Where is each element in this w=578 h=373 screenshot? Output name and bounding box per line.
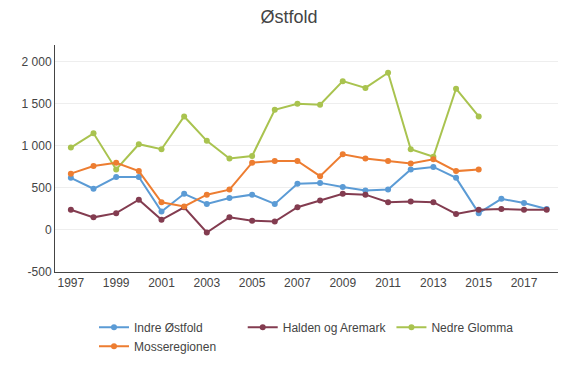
svg-text:2013: 2013 — [420, 276, 447, 290]
svg-text:Halden og Aremark: Halden og Aremark — [283, 321, 387, 335]
svg-text:2007: 2007 — [284, 276, 311, 290]
svg-text:1 500: 1 500 — [22, 97, 52, 111]
svg-text:Nedre Glomma: Nedre Glomma — [431, 321, 513, 335]
svg-text:2001: 2001 — [148, 276, 175, 290]
svg-text:2003: 2003 — [193, 276, 220, 290]
svg-text:Indre Østfold: Indre Østfold — [134, 321, 203, 335]
svg-text:2015: 2015 — [465, 276, 492, 290]
svg-text:2011: 2011 — [375, 276, 401, 290]
svg-text:2005: 2005 — [239, 276, 266, 290]
svg-text:2 000: 2 000 — [22, 55, 52, 69]
svg-text:Mosseregionen: Mosseregionen — [134, 340, 216, 354]
svg-text:0: 0 — [45, 223, 52, 237]
svg-text:Østfold: Østfold — [260, 7, 317, 27]
svg-text:2009: 2009 — [329, 276, 356, 290]
svg-text:-500: -500 — [28, 265, 52, 279]
svg-text:1 000: 1 000 — [22, 139, 52, 153]
svg-text:500: 500 — [32, 181, 52, 195]
svg-text:1999: 1999 — [103, 276, 130, 290]
svg-text:1997: 1997 — [58, 276, 85, 290]
svg-text:2017: 2017 — [511, 276, 538, 290]
